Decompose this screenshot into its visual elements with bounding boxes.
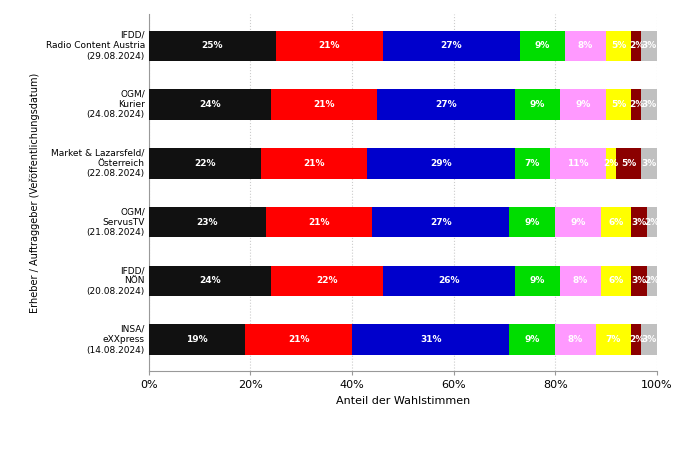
Text: 2%: 2% [629, 335, 644, 344]
Y-axis label: Erheber / Auftraggeber (Veřöffentlichungsdatum): Erheber / Auftraggeber (Veřöffentlichung… [30, 73, 40, 313]
Text: 2%: 2% [629, 100, 644, 109]
Bar [265, 207, 372, 238]
Text: 3%: 3% [641, 100, 657, 109]
Bar [149, 148, 261, 178]
Text: 21%: 21% [318, 41, 340, 50]
Text: 2%: 2% [629, 41, 644, 50]
Text: 27%: 27% [440, 41, 462, 50]
Bar [616, 148, 642, 178]
Text: 31%: 31% [420, 335, 441, 344]
Bar [352, 325, 510, 355]
Bar [383, 30, 520, 61]
Text: 24%: 24% [199, 277, 221, 286]
Text: 3%: 3% [631, 218, 647, 227]
Text: 8%: 8% [568, 335, 583, 344]
Bar [510, 325, 555, 355]
Bar [149, 89, 271, 120]
Text: 2%: 2% [603, 159, 619, 168]
Text: 11%: 11% [567, 159, 589, 168]
Bar [261, 148, 367, 178]
Bar [647, 207, 657, 238]
Text: 3%: 3% [641, 335, 657, 344]
Text: 2%: 2% [644, 218, 659, 227]
Text: 22%: 22% [316, 277, 337, 286]
Bar [642, 89, 657, 120]
Bar [515, 148, 550, 178]
Text: 29%: 29% [430, 159, 452, 168]
Bar [372, 207, 510, 238]
Bar [550, 148, 606, 178]
Bar [515, 266, 561, 296]
Bar [383, 266, 515, 296]
X-axis label: Anteil der Wahlstimmen: Anteil der Wahlstimmen [336, 396, 470, 406]
Text: 7%: 7% [606, 335, 621, 344]
Text: 9%: 9% [535, 41, 550, 50]
Bar [367, 148, 515, 178]
Text: 9%: 9% [529, 277, 545, 286]
Bar [632, 30, 642, 61]
Bar [149, 30, 276, 61]
Bar [555, 207, 601, 238]
Text: 24%: 24% [199, 100, 221, 109]
Text: 22%: 22% [194, 159, 215, 168]
Text: 9%: 9% [525, 218, 540, 227]
Bar [606, 30, 632, 61]
Bar [642, 148, 657, 178]
Bar [565, 30, 606, 61]
Bar [245, 325, 352, 355]
Bar [510, 207, 555, 238]
Text: 6%: 6% [609, 218, 624, 227]
Bar [271, 89, 378, 120]
Bar [520, 30, 565, 61]
Text: 21%: 21% [303, 159, 325, 168]
Text: 8%: 8% [578, 41, 593, 50]
Bar [647, 266, 657, 296]
Bar [271, 266, 383, 296]
Text: 9%: 9% [575, 100, 591, 109]
Text: 19%: 19% [186, 335, 208, 344]
Bar [515, 89, 561, 120]
Bar [276, 30, 383, 61]
Text: 9%: 9% [525, 335, 540, 344]
Text: 23%: 23% [196, 218, 218, 227]
Text: 27%: 27% [430, 218, 452, 227]
Text: 27%: 27% [435, 100, 457, 109]
Text: 8%: 8% [573, 277, 588, 286]
Bar [378, 89, 515, 120]
Text: 21%: 21% [288, 335, 309, 344]
Bar [632, 207, 647, 238]
Bar [642, 325, 657, 355]
Text: 9%: 9% [529, 100, 545, 109]
Text: 7%: 7% [525, 159, 540, 168]
Text: 21%: 21% [308, 218, 330, 227]
Text: 26%: 26% [438, 277, 459, 286]
Bar [632, 325, 642, 355]
Text: 9%: 9% [570, 218, 586, 227]
Bar [601, 207, 632, 238]
Text: 21%: 21% [313, 100, 335, 109]
Text: 25%: 25% [202, 41, 223, 50]
Bar [149, 325, 245, 355]
Bar [596, 325, 632, 355]
Bar [601, 266, 632, 296]
Bar [149, 266, 271, 296]
Text: 3%: 3% [641, 41, 657, 50]
Bar [606, 148, 616, 178]
Text: 5%: 5% [611, 100, 626, 109]
Bar [632, 89, 642, 120]
Bar [561, 266, 601, 296]
Text: 6%: 6% [609, 277, 624, 286]
Bar [632, 266, 647, 296]
Bar [555, 325, 596, 355]
Text: 3%: 3% [641, 159, 657, 168]
Bar [642, 30, 657, 61]
Text: 5%: 5% [621, 159, 636, 168]
Text: 5%: 5% [611, 41, 626, 50]
Text: 2%: 2% [644, 277, 659, 286]
Bar [606, 89, 632, 120]
Text: 3%: 3% [631, 277, 647, 286]
Bar [149, 207, 265, 238]
Bar [561, 89, 606, 120]
